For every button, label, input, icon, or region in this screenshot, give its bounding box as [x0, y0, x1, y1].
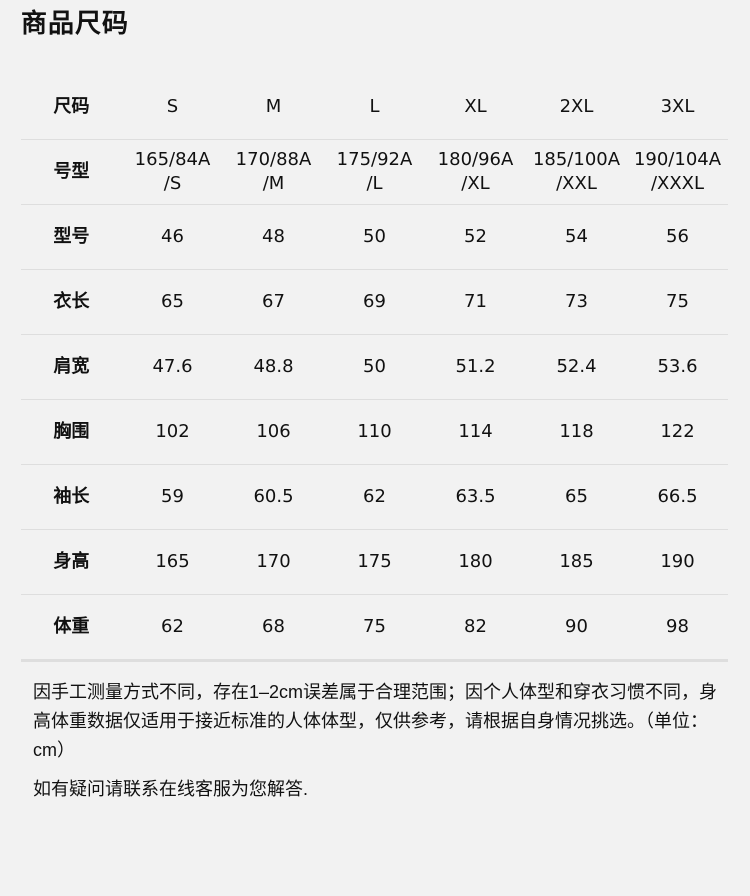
table-cell: 50 [324, 204, 425, 270]
table-cell: 106 [223, 399, 324, 465]
notes: 因手工测量方式不同，存在1–2cm误差属于合理范围；因个人体型和穿衣习惯不同，身… [33, 678, 733, 814]
table-cell: 175 [324, 529, 425, 595]
table-cell: 52.4 [526, 334, 627, 400]
page-title: 商品尺码 [21, 9, 130, 39]
table-cell: 66.5 [627, 464, 728, 530]
table-cell: 165 [122, 529, 223, 595]
table-cell: 98 [627, 594, 728, 662]
row-label: 身高 [21, 529, 122, 595]
table-cell: 82 [425, 594, 526, 662]
table-cell: 65 [122, 269, 223, 335]
row-label: 肩宽 [21, 334, 122, 400]
header-label: 尺码 [21, 75, 122, 140]
table-cell: 56 [627, 204, 728, 270]
table-row: 袖长 59 60.5 62 63.5 65 66.5 [21, 464, 728, 530]
table-cell: 180/96A /XL [425, 139, 526, 205]
table-cell: 73 [526, 269, 627, 335]
table-cell: 118 [526, 399, 627, 465]
table-cell: 165/84A /S [122, 139, 223, 205]
contact-text: 如有疑问请联系在线客服为您解答. [33, 779, 308, 799]
table-cell: 51.2 [425, 334, 526, 400]
table-row: 衣长 65 67 69 71 73 75 [21, 269, 728, 335]
table-cell: 62 [324, 464, 425, 530]
table-cell: 50 [324, 334, 425, 400]
table-cell: 170 [223, 529, 324, 595]
table-cell: 59 [122, 464, 223, 530]
header-size: L [324, 75, 425, 140]
row-label: 胸围 [21, 399, 122, 465]
table-cell: 60.5 [223, 464, 324, 530]
table-row: 肩宽 47.6 48.8 50 51.2 52.4 53.6 [21, 334, 728, 400]
table-cell: 63.5 [425, 464, 526, 530]
table-row: 型号 46 48 50 52 54 56 [21, 204, 728, 270]
table-cell: 190/104A /XXXL [627, 139, 728, 205]
table-cell: 47.6 [122, 334, 223, 400]
header-size: M [223, 75, 324, 140]
table-cell: 110 [324, 399, 425, 465]
table-cell: 48 [223, 204, 324, 270]
table-cell: 185 [526, 529, 627, 595]
table-cell: 190 [627, 529, 728, 595]
table-cell: 71 [425, 269, 526, 335]
row-label: 号型 [21, 139, 122, 205]
row-label: 型号 [21, 204, 122, 270]
table-cell: 75 [627, 269, 728, 335]
table-cell: 175/92A /L [324, 139, 425, 205]
table-cell: 185/100A /XXL [526, 139, 627, 205]
table-cell: 68 [223, 594, 324, 662]
table-cell: 102 [122, 399, 223, 465]
table-row: 号型 165/84A /S 170/88A /M 175/92A /L 180/96A … [21, 139, 728, 205]
table-cell: 67 [223, 269, 324, 335]
table-cell: 114 [425, 399, 526, 465]
table-row: 体重 62 68 75 82 90 98 [21, 594, 728, 662]
table-cell: 46 [122, 204, 223, 270]
table-cell: 54 [526, 204, 627, 270]
table-row: 身高 165 170 175 180 185 190 [21, 529, 728, 595]
table-cell: 170/88A /M [223, 139, 324, 205]
header-size: XL [425, 75, 526, 140]
table-cell: 62 [122, 594, 223, 662]
table-row: 胸围 102 106 110 114 118 122 [21, 399, 728, 465]
table-cell: 65 [526, 464, 627, 530]
header-size: 2XL [526, 75, 627, 140]
disclaimer-text: 因手工测量方式不同，存在1–2cm误差属于合理范围；因个人体型和穿衣习惯不同，身… [33, 682, 718, 760]
header-size: S [122, 75, 223, 140]
table-cell: 122 [627, 399, 728, 465]
row-label: 袖长 [21, 464, 122, 530]
header-size: 3XL [627, 75, 728, 140]
table-cell: 52 [425, 204, 526, 270]
table-cell: 48.8 [223, 334, 324, 400]
size-table: 尺码 S M L XL 2XL 3XL 号型 165/84A /S 170/88A /M 175/9… [21, 75, 728, 662]
row-label: 衣长 [21, 269, 122, 335]
row-label: 体重 [21, 594, 122, 662]
table-cell: 53.6 [627, 334, 728, 400]
table-cell: 69 [324, 269, 425, 335]
table-cell: 90 [526, 594, 627, 662]
table-cell: 75 [324, 594, 425, 662]
table-cell: 180 [425, 529, 526, 595]
header-row: 尺码 S M L XL 2XL 3XL [21, 75, 728, 140]
